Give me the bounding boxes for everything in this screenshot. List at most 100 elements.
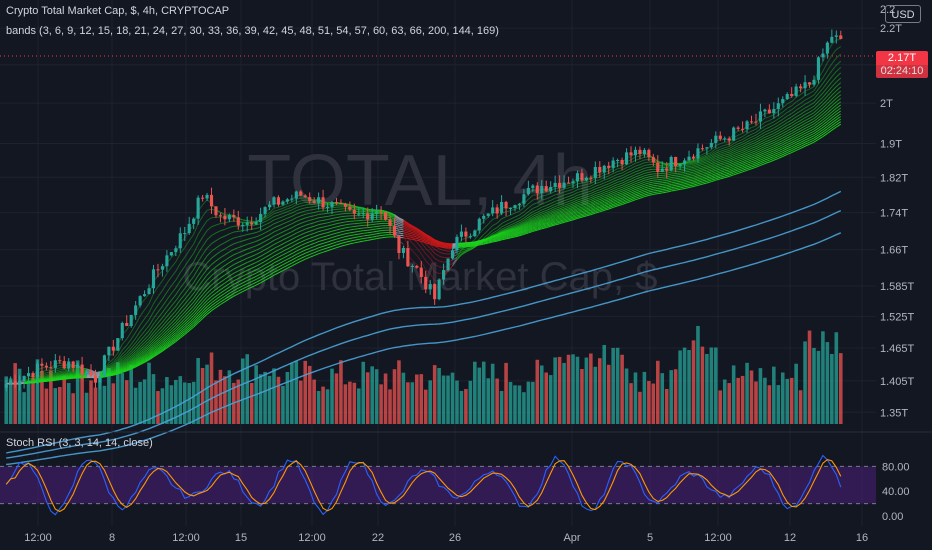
band-line [510,226,516,230]
band-line [336,240,342,243]
candle-body [384,212,388,220]
chart-title[interactable]: Crypto Total Market Cap, $, 4h, CRYPTOCA… [6,5,230,17]
bands-indicator-label[interactable]: bands (3, 6, 9, 12, 15, 18, 21, 24, 27, … [6,25,499,37]
band-line [215,281,221,286]
candle-body [807,82,812,85]
band-line [139,349,145,354]
band-line [635,174,641,178]
band-line [572,216,578,219]
band-line [568,213,574,217]
band-line [715,161,721,165]
band-line [282,261,288,266]
band-line [608,167,614,172]
band-line [809,120,815,125]
candle-body [4,383,8,388]
band-line [282,248,288,252]
band-line [724,158,730,162]
band-line [505,224,511,228]
band-line [769,132,775,136]
band-line [519,217,525,222]
band-line [367,226,373,229]
band-line [795,135,801,139]
band-line [363,208,368,211]
band-line [755,134,761,139]
band-line [59,374,65,376]
band-line [336,210,342,213]
candle-body [174,248,178,253]
band-line [126,368,132,372]
band-line [693,170,699,173]
band-line [724,146,730,149]
band-line [639,185,645,189]
band-line [456,249,462,253]
band-line [546,196,551,200]
band-line [287,256,293,260]
band-line [322,238,328,241]
band-line [617,182,623,186]
currency-button[interactable]: USD [885,5,921,23]
volume-bar [727,383,731,424]
band-line [764,126,770,130]
band-line [313,231,319,234]
band-line [296,200,301,203]
stoch-rsi-label[interactable]: Stoch RSI (3, 3, 14, 14, close) [6,437,153,449]
band-line [291,247,297,251]
band-line [586,211,591,214]
band-line [711,178,716,181]
band-line [260,267,266,272]
band-line [706,179,712,182]
band-line [590,202,596,205]
band-line [389,213,395,216]
band-line [220,278,226,283]
band-line [215,298,221,303]
band-line [197,216,204,224]
band-line [537,225,542,229]
band-line [724,172,730,175]
band-line [50,374,56,378]
band-line [621,195,627,199]
band-line [550,190,556,194]
band-line [144,357,150,362]
band-line [483,238,489,241]
band-line [737,169,743,173]
band-line [764,156,770,159]
band-line [818,126,824,131]
band-line [657,180,663,183]
band-line [242,276,248,281]
volume-bar [656,360,660,424]
band-line [305,209,310,212]
band-line [425,260,431,266]
volume-bar [357,388,361,424]
band-line [300,199,306,202]
band-line [746,168,752,171]
volume-bar [495,378,499,424]
band-line [287,238,293,243]
band-line [363,234,368,237]
time-axis-tick: 5 [647,532,653,544]
band-line [724,143,730,146]
band-line [733,149,739,153]
band-line [287,231,293,235]
band-line [804,139,810,143]
band-line [599,197,605,201]
candle-body [522,194,526,204]
band-line [229,248,235,253]
band-line [238,250,243,254]
band-line [760,152,766,155]
band-line [233,252,239,256]
band-line [86,368,92,371]
band-line [135,324,141,333]
band-line [309,232,315,236]
band-line [166,331,172,337]
band-line [144,349,150,354]
band-line [113,373,118,376]
band-line [675,188,681,191]
band-line [688,178,694,181]
time-axis[interactable]: 12:00 8 12:00 15 12:00 22 26 Apr 5 12:00 12 16 [24,532,868,544]
band-line [671,183,676,185]
band-line [778,142,783,146]
band-line [809,112,815,116]
band-line [724,171,730,174]
candle-body [53,360,57,369]
